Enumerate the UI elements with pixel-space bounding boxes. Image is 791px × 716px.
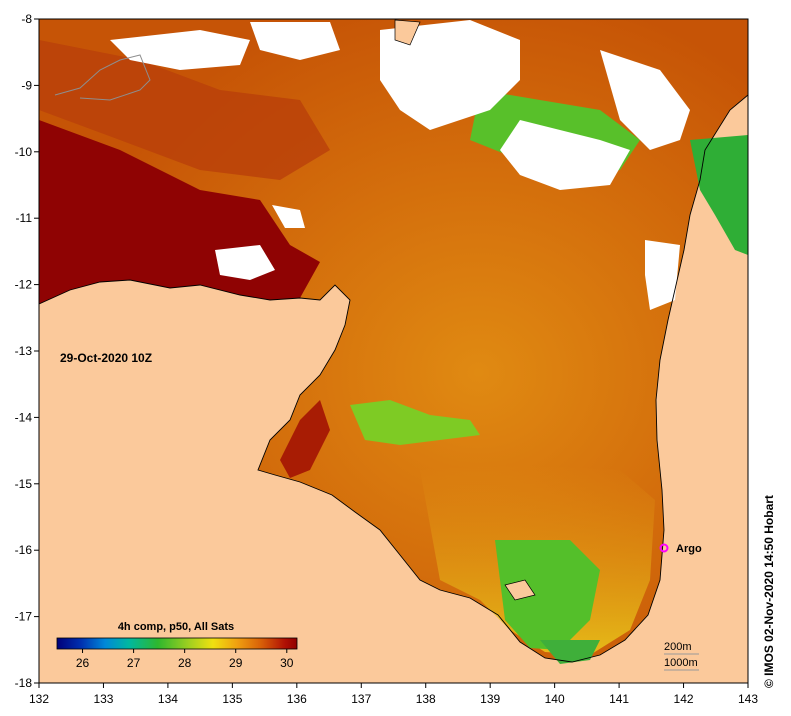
y-tick-label: -18 — [15, 676, 33, 690]
x-tick-label: 143 — [738, 692, 758, 706]
x-tick-label: 139 — [480, 692, 500, 706]
y-tick-label: -16 — [15, 543, 33, 557]
y-tick-label: -12 — [15, 278, 33, 292]
island-groote — [394, 19, 421, 46]
colorbar-tick-label: 30 — [280, 656, 294, 670]
x-tick-label: 132 — [29, 692, 49, 706]
colorbar-title: 4h comp, p50, All Sats — [118, 621, 234, 633]
argo-marker-icon — [659, 543, 669, 553]
contour-label-200m: 200m — [664, 641, 692, 653]
sst-hot-region-east — [280, 400, 330, 478]
x-tick-label: 140 — [545, 692, 565, 706]
y-tick-label: -9 — [21, 78, 32, 92]
colorbar-ticks: 26 27 28 29 30 — [76, 649, 294, 670]
x-tick-label: 135 — [222, 692, 242, 706]
date-label: 29-Oct-2020 10Z — [60, 351, 152, 365]
colorbar-tick-label: 27 — [127, 656, 141, 670]
x-tick-label: 134 — [158, 692, 178, 706]
sst-cool-patch-coast — [540, 640, 600, 664]
y-tick-label: -14 — [15, 410, 33, 424]
y-tick-label: -17 — [15, 610, 33, 624]
colorbar: 4h comp, p50, All Sats 26 27 28 29 30 — [56, 621, 298, 670]
x-axis: 132 133 134 135 136 137 138 139 140 141 142 143 — [29, 683, 758, 706]
argo-label: Argo — [676, 543, 702, 555]
sst-warm-northwest — [39, 40, 330, 180]
colorbar-tick-label: 26 — [76, 656, 90, 670]
colorbar-tick-label: 28 — [178, 656, 192, 670]
colorbar-gradient — [56, 637, 298, 650]
argo-float[interactable]: Argo — [659, 543, 702, 555]
x-tick-label: 141 — [609, 692, 629, 706]
colorbar-tick-label: 29 — [229, 656, 243, 670]
coastline — [38, 94, 749, 663]
x-tick-label: 138 — [416, 692, 436, 706]
contour-label-1000m: 1000m — [664, 657, 698, 669]
y-tick-label: -13 — [15, 344, 33, 358]
y-tick-label: -11 — [16, 211, 33, 225]
sst-cool-patch-east — [690, 135, 748, 255]
y-tick-label: -15 — [15, 477, 33, 491]
x-tick-label: 136 — [287, 692, 307, 706]
x-tick-label: 137 — [351, 692, 371, 706]
y-tick-label: -8 — [21, 12, 32, 26]
credit-text: © IMOS 02-Nov-2020 14:50 Hobart — [762, 495, 776, 688]
bathymetry-contour — [54, 54, 151, 101]
sst-cool-patch-southgreen — [495, 540, 600, 650]
island-wellesley — [504, 579, 536, 601]
contour-legend: 200m 1000m — [664, 641, 699, 671]
x-tick-label: 142 — [674, 692, 694, 706]
x-tick-label: 133 — [93, 692, 113, 706]
sst-cool-patch-mid — [350, 400, 480, 445]
cloud-cover — [110, 20, 690, 310]
y-tick-label: -10 — [15, 145, 33, 159]
y-axis: -8 -9 -10 -11 -12 -13 -14 -15 -16 -17 -18 — [15, 12, 39, 690]
